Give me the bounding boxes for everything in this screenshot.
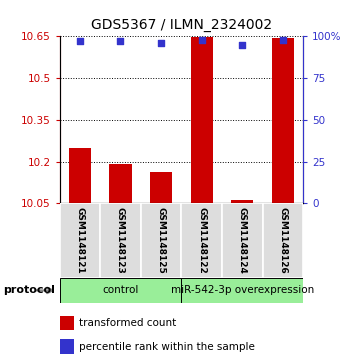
Bar <box>272 38 294 203</box>
Point <box>77 38 83 44</box>
Text: percentile rank within the sample: percentile rank within the sample <box>79 342 255 352</box>
Text: protocol: protocol <box>4 285 56 295</box>
Point <box>158 40 164 46</box>
Bar <box>222 203 263 278</box>
Bar <box>69 148 91 203</box>
Bar <box>182 203 222 278</box>
Bar <box>150 172 172 203</box>
Text: GSM1148123: GSM1148123 <box>116 207 125 274</box>
Bar <box>231 200 253 203</box>
Bar <box>191 37 213 203</box>
Bar <box>141 203 181 278</box>
Bar <box>100 203 141 278</box>
Title: GDS5367 / ILMN_2324002: GDS5367 / ILMN_2324002 <box>91 19 272 33</box>
Text: GSM1148122: GSM1148122 <box>197 207 206 274</box>
Point <box>280 37 286 42</box>
Point <box>239 42 245 48</box>
Text: GSM1148125: GSM1148125 <box>157 207 166 274</box>
Point <box>118 38 123 44</box>
Point <box>199 37 205 42</box>
Bar <box>60 278 182 303</box>
Text: GSM1148121: GSM1148121 <box>75 207 84 274</box>
Text: GSM1148124: GSM1148124 <box>238 207 247 274</box>
Text: GSM1148126: GSM1148126 <box>278 207 287 274</box>
Text: miR-542-3p overexpression: miR-542-3p overexpression <box>171 285 314 295</box>
Text: control: control <box>102 285 139 295</box>
Text: transformed count: transformed count <box>79 318 177 328</box>
Bar <box>182 278 303 303</box>
Bar <box>109 164 132 203</box>
Bar <box>263 203 303 278</box>
Bar <box>60 203 100 278</box>
